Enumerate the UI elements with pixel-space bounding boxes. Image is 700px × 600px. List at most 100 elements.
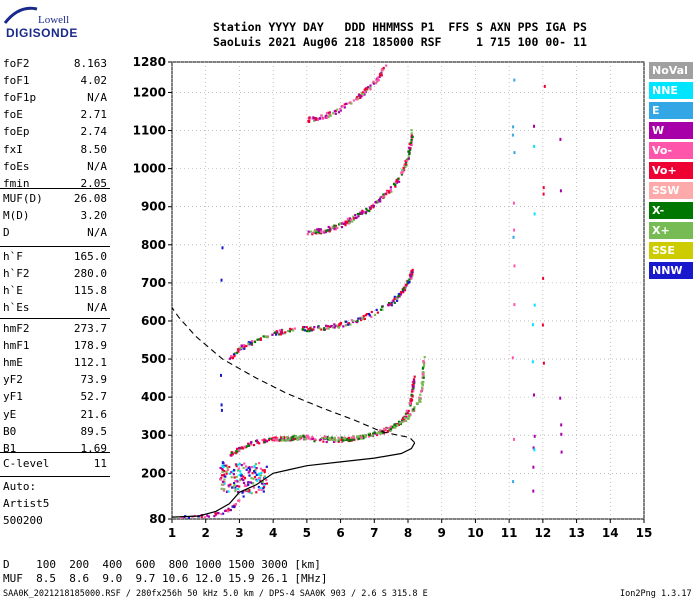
param-separator <box>0 452 110 453</box>
echo-point <box>352 215 355 218</box>
echo-point <box>422 359 425 363</box>
echo-point <box>327 438 330 441</box>
echo-point <box>223 482 226 485</box>
echo-point <box>238 474 241 477</box>
echo-point <box>398 422 402 425</box>
echo-point <box>312 328 315 331</box>
echo-point <box>236 480 239 483</box>
echo-point <box>227 490 230 493</box>
echo-point <box>533 212 536 216</box>
echo-point <box>280 439 283 442</box>
echo-point <box>238 449 241 453</box>
echo-point <box>250 466 254 469</box>
echo-point <box>303 326 306 329</box>
header-row1: Station YYYY DAY DDD HHMMSS P1 FFS S AXN… <box>213 20 587 34</box>
echo-point <box>227 507 230 510</box>
param-separator <box>0 188 110 189</box>
echo-point <box>370 204 373 208</box>
echo-point <box>422 364 425 368</box>
echo-point <box>230 451 233 454</box>
echo-point <box>531 360 534 364</box>
echo-point <box>224 509 227 512</box>
echo-point <box>333 440 336 443</box>
echo-point <box>250 477 253 480</box>
echo-point <box>349 323 352 326</box>
echo-point <box>383 195 386 198</box>
echo-point <box>381 305 384 308</box>
echo-point <box>287 439 290 442</box>
echo-point <box>409 272 412 275</box>
echo-point <box>237 491 240 494</box>
echo-point <box>419 400 422 403</box>
echo-point <box>337 438 340 441</box>
echo-point <box>232 473 235 476</box>
echo-point <box>412 408 415 411</box>
legend-item-noval: NoVal <box>649 62 693 79</box>
echo-point <box>274 331 277 334</box>
echo-point <box>339 109 342 112</box>
echo-point <box>347 322 351 325</box>
param-fxi: fxI 8.50 <box>3 143 107 158</box>
echo-point <box>236 447 239 450</box>
echo-point <box>231 486 234 489</box>
echo-point <box>247 342 250 345</box>
echo-point <box>318 228 321 231</box>
echo-point <box>532 489 535 493</box>
echo-point <box>343 103 346 106</box>
echo-point <box>243 462 246 465</box>
echo-point <box>333 110 336 113</box>
echo-point <box>251 472 254 475</box>
echo-point <box>237 348 240 351</box>
echo-point <box>235 465 238 468</box>
echo-point <box>512 480 515 484</box>
echo-point <box>350 319 353 322</box>
echo-point <box>284 438 288 441</box>
echo-point <box>352 435 355 438</box>
echo-point <box>309 327 312 330</box>
echo-point <box>242 475 245 478</box>
echo-point <box>352 218 356 221</box>
echo-point <box>278 329 281 332</box>
echo-point <box>233 484 236 487</box>
x-tick-label: 14 <box>602 526 619 540</box>
echo-point <box>233 468 236 472</box>
echo-point <box>336 108 339 111</box>
echo-point <box>299 435 302 438</box>
echo-point <box>254 463 258 466</box>
echo-point <box>350 438 353 441</box>
echo-point <box>291 435 294 438</box>
echo-point <box>382 430 385 433</box>
echo-point <box>352 319 355 323</box>
y-tick-label: 800 <box>141 238 166 252</box>
echo-point <box>407 157 410 160</box>
echo-point <box>410 138 413 141</box>
echo-point <box>247 490 250 493</box>
param-value: 178.9 <box>73 339 107 353</box>
echo-point <box>316 118 319 122</box>
echo-point <box>356 319 359 322</box>
echo-point <box>237 350 240 353</box>
echo-point <box>288 330 291 333</box>
echo-point <box>326 116 329 119</box>
echo-point <box>413 375 416 378</box>
echo-point <box>387 302 391 305</box>
echo-point <box>311 435 314 439</box>
echo-point <box>362 210 365 214</box>
trace-2nd-hop <box>228 268 414 360</box>
echo-point <box>283 439 286 442</box>
echo-point <box>354 214 357 217</box>
echo-point <box>243 347 246 350</box>
echo-point <box>301 328 304 331</box>
echo-point <box>350 102 353 105</box>
echo-point <box>365 210 368 213</box>
echo-point <box>407 409 410 412</box>
echo-point <box>247 466 250 470</box>
echo-point <box>368 314 371 317</box>
echo-point <box>512 235 515 239</box>
echo-point <box>512 201 515 205</box>
echo-point <box>228 465 231 469</box>
echo-point <box>356 212 359 216</box>
echo-point <box>309 230 313 233</box>
echo-point <box>257 485 260 489</box>
echo-point <box>408 146 411 149</box>
